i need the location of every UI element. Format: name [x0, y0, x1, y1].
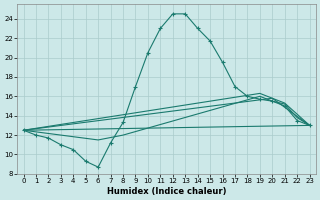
X-axis label: Humidex (Indice chaleur): Humidex (Indice chaleur)	[107, 187, 226, 196]
